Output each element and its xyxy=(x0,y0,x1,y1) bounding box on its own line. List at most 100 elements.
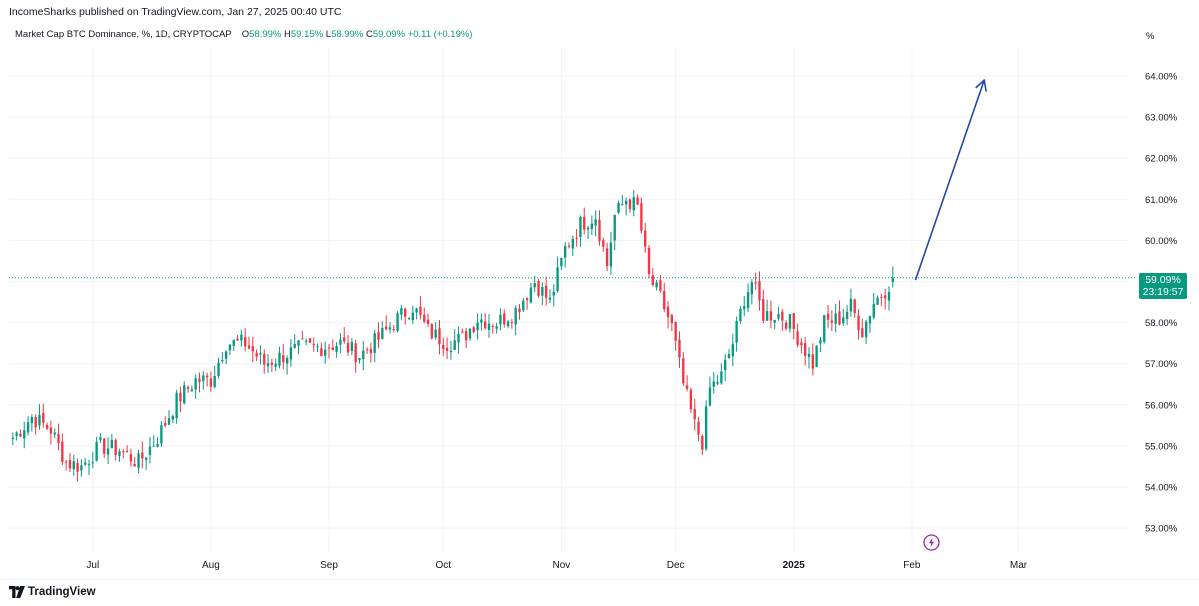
candle-body xyxy=(335,345,338,352)
candle-body xyxy=(411,312,414,321)
candle-body xyxy=(202,375,205,382)
candle-body xyxy=(346,342,350,353)
candle-body xyxy=(464,331,468,341)
candle-body xyxy=(434,329,437,338)
last-price-value: 59.09% xyxy=(1145,274,1181,286)
candle-body xyxy=(525,298,529,301)
candle-body xyxy=(442,345,445,350)
candle-body xyxy=(400,308,403,315)
candle-body xyxy=(251,346,254,352)
candle-body xyxy=(522,300,525,311)
candle-body xyxy=(278,352,281,366)
x-tick-label: Jul xyxy=(86,560,99,571)
candle-body xyxy=(320,348,323,357)
candle-body xyxy=(68,460,72,469)
candle-body xyxy=(289,347,293,360)
candle-body xyxy=(659,280,662,291)
low-value: 58.99% xyxy=(331,29,364,40)
candle-body xyxy=(506,321,510,327)
candle-body xyxy=(282,355,285,363)
candle-body xyxy=(396,313,399,331)
candle-body xyxy=(384,326,388,330)
candle-body xyxy=(362,350,365,359)
candle-body xyxy=(404,308,407,317)
candle-body xyxy=(605,248,609,267)
open-label: O xyxy=(241,29,250,40)
candle-body xyxy=(491,326,494,328)
candle-body xyxy=(884,295,887,299)
candle-body xyxy=(712,381,715,387)
candle-layer xyxy=(11,190,894,482)
candle-body xyxy=(564,246,567,258)
y-tick-label: 63.00% xyxy=(1145,113,1178,124)
candle-body xyxy=(556,267,559,291)
candle-body xyxy=(750,282,754,295)
candle-body xyxy=(579,216,582,238)
y-tick-label: 54.00% xyxy=(1145,483,1178,494)
candle-body xyxy=(228,344,232,351)
candle-body xyxy=(708,387,712,406)
candle-body xyxy=(697,421,700,435)
candle-body xyxy=(594,219,597,226)
candle-body xyxy=(529,287,533,303)
chart-panel[interactable]: 53.00% 54.00% 55.00% 56.00% 57.00% 58.00% 59.0… xyxy=(9,47,1190,571)
lightning-icon[interactable] xyxy=(923,534,940,551)
projection-arrow-line xyxy=(914,79,986,281)
candle-body xyxy=(495,326,498,329)
high-value: 59.15% xyxy=(290,29,324,40)
candle-body xyxy=(133,463,136,466)
candle-body xyxy=(438,328,441,345)
x-tick-label: Nov xyxy=(552,560,570,571)
candle-body xyxy=(739,308,742,322)
candle-body xyxy=(586,227,590,230)
candle-body xyxy=(217,362,220,377)
candle-body xyxy=(503,313,506,325)
candle-body xyxy=(354,343,357,363)
candle-body xyxy=(830,320,834,323)
x-tick-label: Aug xyxy=(202,560,220,571)
candle-body xyxy=(807,353,811,358)
candle-body xyxy=(583,216,586,230)
last-price-badge: 59.09% 23:19:57 xyxy=(1139,273,1187,299)
candle-body xyxy=(26,422,30,433)
candle-body xyxy=(190,389,194,391)
candle-body xyxy=(377,332,380,340)
candle-body xyxy=(544,285,548,298)
candle-body xyxy=(350,342,354,351)
candle-body xyxy=(727,354,731,358)
candle-body xyxy=(11,437,14,439)
candle-body xyxy=(560,257,563,267)
axis-unit-label: % xyxy=(1146,31,1155,42)
candle-body xyxy=(876,297,879,305)
candle-body xyxy=(213,375,216,388)
candle-body xyxy=(87,464,91,466)
candle-body xyxy=(209,378,213,387)
candle-body xyxy=(598,219,601,241)
candle-body xyxy=(514,307,517,325)
candle-body xyxy=(632,197,635,211)
tradingview-logo[interactable]: TradingView xyxy=(9,584,96,600)
candle-body xyxy=(773,319,776,323)
candle-body xyxy=(823,315,826,342)
chart-svg[interactable]: 53.00% 54.00% 55.00% 56.00% 57.00% 58.00% 59.0… xyxy=(9,47,1190,577)
candle-body xyxy=(144,457,148,461)
symbol-legend: Market Cap BTC Dominance, %, 1D, CRYPTOC… xyxy=(15,29,472,40)
candle-body xyxy=(792,313,795,330)
candle-body xyxy=(655,282,658,288)
candle-body xyxy=(114,440,117,455)
candle-body xyxy=(53,432,56,435)
candle-body xyxy=(221,359,224,362)
candle-body xyxy=(118,451,121,456)
candle-body xyxy=(628,199,632,210)
x-tick-label: Sep xyxy=(320,560,338,571)
candle-body xyxy=(270,362,274,365)
candle-body xyxy=(461,331,464,333)
y-tick-label: 58.00% xyxy=(1145,318,1178,329)
candle-body xyxy=(891,277,894,282)
symbol-title: Market Cap BTC Dominance, %, 1D, CRYPTOC… xyxy=(15,29,232,40)
candle-body xyxy=(430,324,434,339)
axis-layer: 53.00%54.00%55.00%56.00%57.00%58.00%59.0… xyxy=(86,72,1177,572)
candle-body xyxy=(198,378,201,382)
y-tick-label: 55.00% xyxy=(1145,441,1178,452)
low-label: L xyxy=(325,29,332,40)
